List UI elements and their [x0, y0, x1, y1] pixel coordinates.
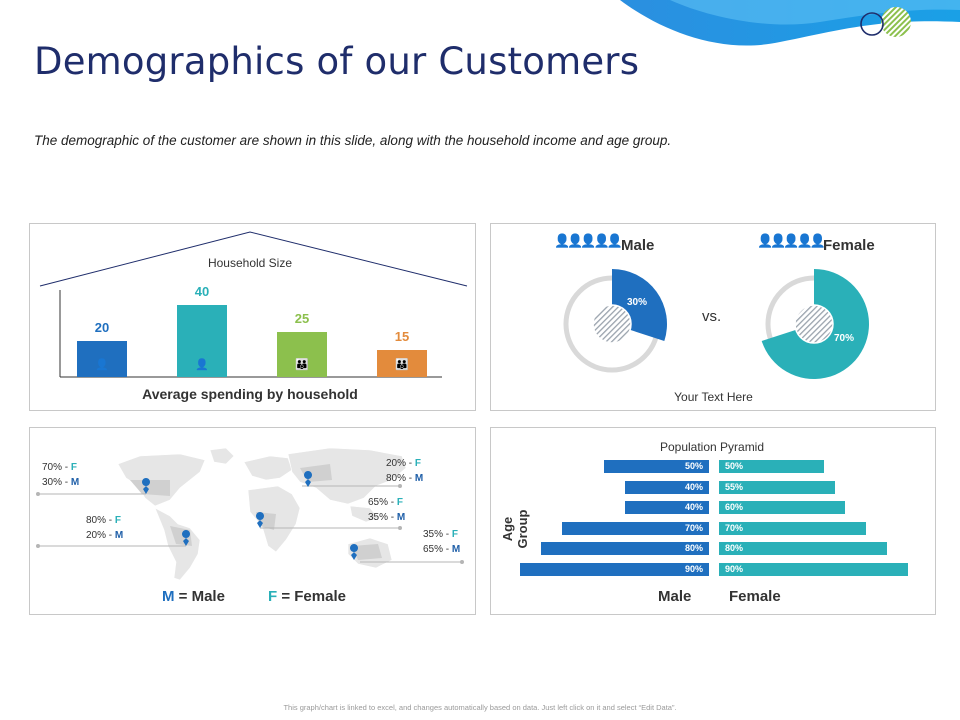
pyramid-female-bar: 60%: [719, 501, 845, 514]
pyramid-male-bar: 40%: [625, 501, 709, 514]
pyramid-title: Population Pyramid: [659, 440, 765, 454]
household-size-panel: Household Size 👤 20 👤 40 👪 25 👪 15 Average spen…: [29, 223, 476, 411]
donut-hole: [592, 304, 632, 344]
male-percent-label: 30%: [627, 297, 648, 308]
household-person-icon: 👤: [95, 359, 109, 371]
household-person-icon: 👪: [295, 359, 309, 371]
gender-donuts: [563, 269, 869, 379]
donut-hole: [794, 304, 834, 344]
footer-note: This graph/chart is linked to excel, and…: [283, 703, 677, 712]
pyramid-male-bar: 70%: [562, 522, 709, 535]
pyramid-female-bar: 55%: [719, 481, 835, 494]
versus-text: vs.: [702, 308, 722, 325]
gender-panel: 👤👤👤👤👤 Male 👤👤👤👤👤 Female vs. 30% 70% Your…: [490, 223, 936, 411]
house-roof-outline: [39, 231, 468, 378]
map-pin-icon: [142, 471, 359, 560]
map-region-label: 80% - F 20% - M: [86, 515, 124, 541]
male-label: Male: [621, 237, 655, 254]
age-group-axis-label: Age Group: [500, 509, 530, 549]
household-person-icon: 👤: [195, 359, 209, 371]
map-legend-male: M = Male: [162, 588, 225, 605]
pyramid-female-bar: 90%: [719, 563, 908, 576]
female-label: Female: [823, 237, 875, 254]
pyramid-female-bar: 70%: [719, 522, 866, 535]
population-pyramid-panel: Population Pyramid Age Group 50% 50% 40% 55…: [490, 427, 936, 615]
logo-circles-icon: [860, 7, 911, 37]
household-bar-value-label: 25: [294, 311, 310, 326]
household-bar-value-label: 40: [194, 284, 210, 299]
pyramid-male-bar: 80%: [541, 542, 709, 555]
pyramid-female-bar: 50%: [719, 460, 824, 473]
map-region-label: 70% - F 30% - M: [42, 462, 80, 488]
map-region-label: 20% - F 80% - M: [386, 458, 424, 484]
pyramid-male-bar: 90%: [520, 563, 709, 576]
page-subtitle: The demographic of the customer are show…: [34, 133, 672, 148]
header-wave-decoration: [620, 0, 960, 46]
pyramid-female-bar: 80%: [719, 542, 887, 555]
pyramid-male-label: Male: [658, 588, 692, 605]
household-bar: 👪: [277, 332, 327, 377]
male-people-icon: 👤👤👤👤👤: [554, 233, 623, 248]
female-donut-chart: [761, 269, 869, 379]
map-region-label: 35% - F 65% - M: [423, 529, 461, 555]
pyramid-male-bar: 50%: [604, 460, 709, 473]
household-bar-value-label: 15: [394, 329, 410, 344]
pyramid-male-bar: 40%: [625, 481, 709, 494]
household-chart-caption: Average spending by household: [142, 386, 358, 402]
household-bar: 👤: [177, 305, 227, 377]
world-map: [36, 447, 464, 581]
map-legend-female: F = Female: [268, 588, 346, 605]
world-map-panel: 70% - F 30% - M 80% - F 20% - M 20% - F …: [29, 427, 476, 615]
female-percent-label: 70%: [834, 333, 855, 344]
female-people-icon: 👤👤👤👤👤: [757, 233, 826, 248]
your-text-here: Your Text Here: [674, 390, 753, 404]
household-chart-title: Household Size: [207, 256, 293, 270]
male-donut-chart: [563, 269, 667, 373]
page-title: Demographics of our Customers: [34, 40, 640, 83]
household-person-icon: 👪: [395, 359, 409, 371]
household-bar: 👪: [377, 350, 427, 377]
pyramid-female-label: Female: [729, 588, 781, 605]
map-region-label: 65% - F 35% - M: [368, 497, 406, 523]
household-bar-value-label: 20: [94, 320, 110, 335]
household-bar: 👤: [77, 341, 127, 377]
